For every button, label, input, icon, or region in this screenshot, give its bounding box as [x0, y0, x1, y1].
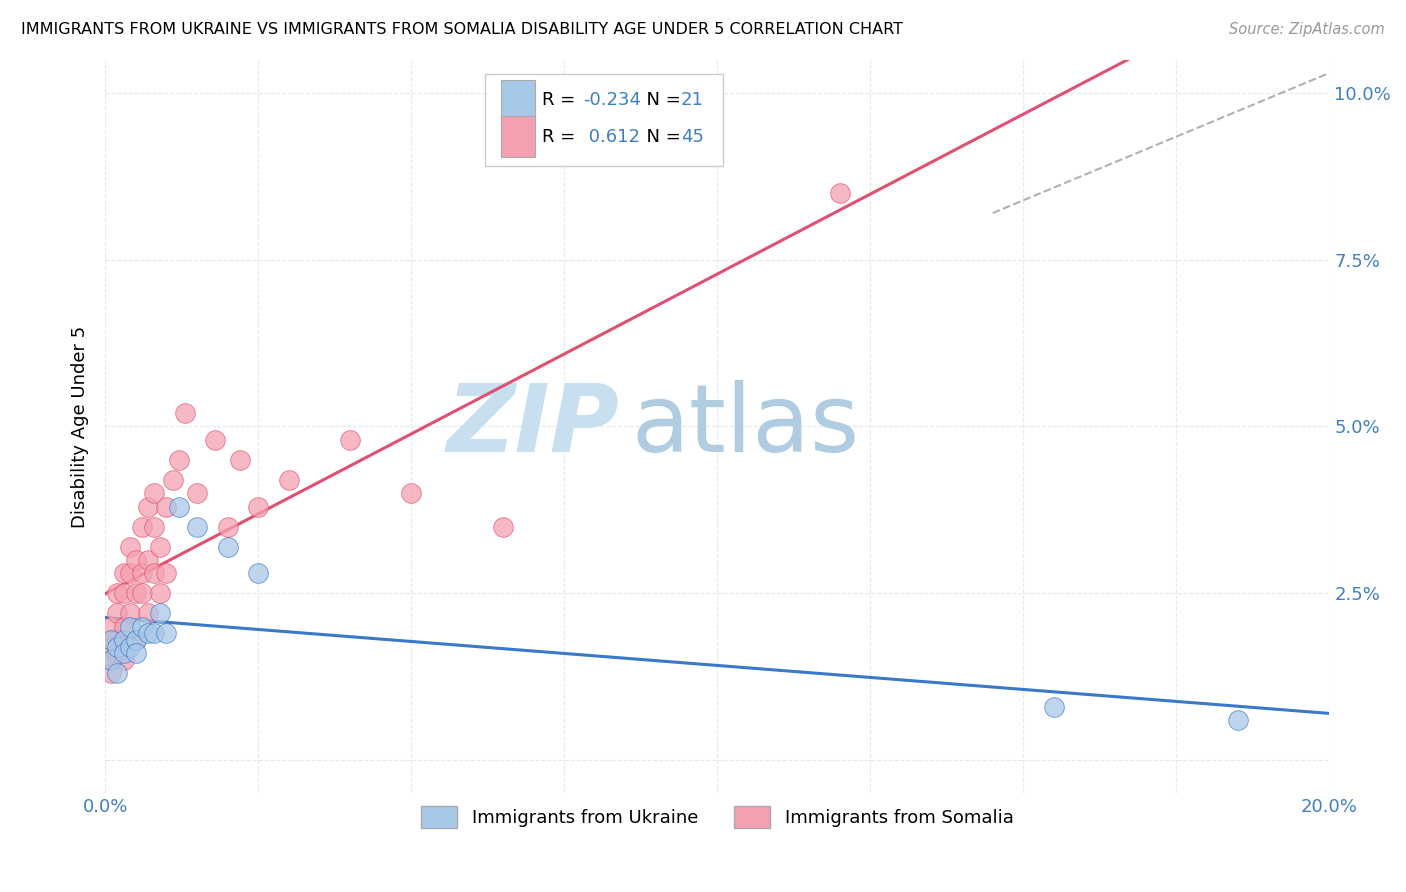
Point: [143, 566, 166, 581]
Text: R =: R =: [543, 91, 581, 109]
FancyBboxPatch shape: [501, 79, 534, 120]
Text: IMMIGRANTS FROM UKRAINE VS IMMIGRANTS FROM SOMALIA DISABILITY AGE UNDER 5 CORREL: IMMIGRANTS FROM UKRAINE VS IMMIGRANTS FR…: [21, 22, 903, 37]
Text: 0.612: 0.612: [582, 128, 640, 145]
Point: [112, 566, 135, 581]
FancyBboxPatch shape: [485, 74, 724, 166]
Text: 21: 21: [681, 91, 703, 109]
Point: [131, 619, 153, 633]
Point: [155, 626, 177, 640]
Point: [149, 606, 172, 620]
Point: [131, 519, 153, 533]
Text: atlas: atlas: [631, 381, 860, 473]
Point: [125, 586, 148, 600]
Text: N =: N =: [636, 128, 686, 145]
Point: [143, 626, 166, 640]
Point: [118, 566, 141, 581]
Point: [247, 500, 270, 514]
Point: [112, 653, 135, 667]
Point: [112, 646, 135, 660]
Point: [401, 486, 423, 500]
Point: [125, 632, 148, 647]
Text: Source: ZipAtlas.com: Source: ZipAtlas.com: [1229, 22, 1385, 37]
Point: [1043, 699, 1066, 714]
Point: [100, 632, 122, 647]
Point: [204, 433, 226, 447]
Point: [173, 406, 195, 420]
Point: [149, 586, 172, 600]
Point: [107, 632, 129, 647]
Point: [143, 486, 166, 500]
Text: R =: R =: [543, 128, 581, 145]
Point: [339, 433, 361, 447]
Point: [125, 646, 148, 660]
Point: [107, 646, 129, 660]
Point: [100, 619, 122, 633]
Point: [162, 473, 184, 487]
Text: ZIP: ZIP: [447, 381, 620, 473]
Point: [136, 606, 159, 620]
Point: [118, 540, 141, 554]
Point: [118, 619, 141, 633]
Point: [828, 186, 851, 200]
Point: [100, 666, 122, 681]
Point: [107, 666, 129, 681]
Point: [107, 640, 129, 654]
Point: [107, 586, 129, 600]
Point: [107, 606, 129, 620]
Point: [136, 553, 159, 567]
Y-axis label: Disability Age Under 5: Disability Age Under 5: [72, 326, 89, 527]
Point: [1226, 713, 1249, 727]
Point: [229, 453, 252, 467]
Point: [492, 519, 515, 533]
Point: [136, 500, 159, 514]
Point: [112, 632, 135, 647]
Point: [131, 586, 153, 600]
Point: [125, 553, 148, 567]
Point: [217, 540, 239, 554]
Legend: Immigrants from Ukraine, Immigrants from Somalia: Immigrants from Ukraine, Immigrants from…: [413, 799, 1021, 836]
Text: N =: N =: [636, 91, 686, 109]
Point: [143, 519, 166, 533]
Point: [167, 453, 190, 467]
Point: [186, 486, 208, 500]
Point: [118, 640, 141, 654]
Point: [186, 519, 208, 533]
Point: [100, 632, 122, 647]
Point: [155, 500, 177, 514]
FancyBboxPatch shape: [501, 117, 534, 157]
Point: [217, 519, 239, 533]
Text: 45: 45: [681, 128, 703, 145]
Point: [136, 626, 159, 640]
Point: [167, 500, 190, 514]
Point: [100, 640, 122, 654]
Point: [247, 566, 270, 581]
Text: -0.234: -0.234: [582, 91, 641, 109]
Point: [118, 606, 141, 620]
Point: [112, 586, 135, 600]
Point: [149, 540, 172, 554]
Point: [125, 632, 148, 647]
Point: [100, 653, 122, 667]
Point: [155, 566, 177, 581]
Point: [112, 619, 135, 633]
Point: [277, 473, 299, 487]
Point: [131, 566, 153, 581]
Point: [100, 653, 122, 667]
